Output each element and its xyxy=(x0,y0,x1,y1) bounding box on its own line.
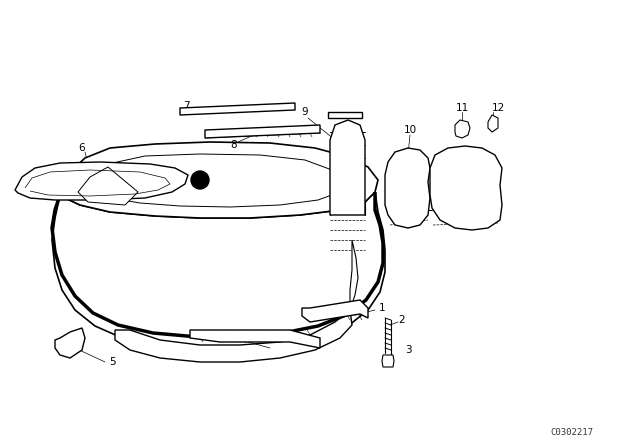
Polygon shape xyxy=(52,192,385,348)
Polygon shape xyxy=(385,148,430,228)
Text: 7: 7 xyxy=(182,101,189,111)
Polygon shape xyxy=(78,167,138,205)
Polygon shape xyxy=(350,240,358,310)
Text: 11: 11 xyxy=(456,103,468,113)
Text: 4: 4 xyxy=(241,335,247,345)
Circle shape xyxy=(191,171,209,189)
Polygon shape xyxy=(205,125,320,138)
Text: C0302217: C0302217 xyxy=(550,427,593,436)
Polygon shape xyxy=(60,142,378,218)
Polygon shape xyxy=(190,330,320,348)
Polygon shape xyxy=(430,146,502,230)
Polygon shape xyxy=(15,162,188,200)
Polygon shape xyxy=(180,103,295,115)
Text: 12: 12 xyxy=(492,103,504,113)
Polygon shape xyxy=(455,120,470,138)
Polygon shape xyxy=(115,310,352,362)
Text: 6: 6 xyxy=(79,143,85,153)
Polygon shape xyxy=(488,115,498,132)
Text: 10: 10 xyxy=(403,125,417,135)
Polygon shape xyxy=(55,328,85,358)
Text: 8: 8 xyxy=(230,140,237,150)
Text: 5: 5 xyxy=(109,357,115,367)
Text: 2: 2 xyxy=(399,315,405,325)
Text: 1: 1 xyxy=(379,303,385,313)
Text: 9: 9 xyxy=(301,107,308,117)
Polygon shape xyxy=(330,120,365,215)
Polygon shape xyxy=(328,112,362,118)
Text: 3: 3 xyxy=(404,345,412,355)
Polygon shape xyxy=(382,355,394,367)
Polygon shape xyxy=(302,300,368,322)
